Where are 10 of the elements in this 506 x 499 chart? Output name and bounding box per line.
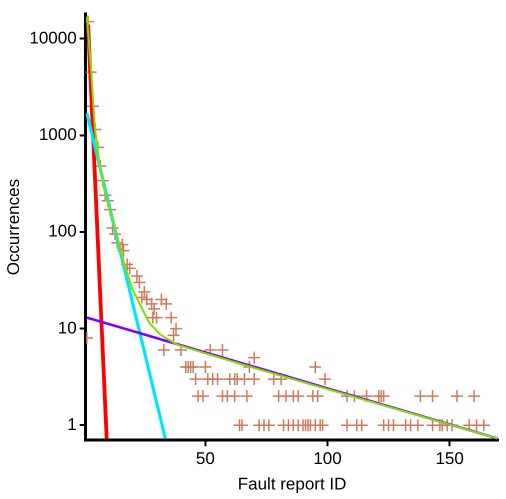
x-tick-label: 50 <box>196 449 215 468</box>
y-tick-label: 10000 <box>29 28 77 48</box>
y-tick-label: 100 <box>48 222 77 241</box>
y-tick-label: 1000 <box>38 124 77 144</box>
x-axis-title: Fault report ID <box>238 474 346 494</box>
y-tick-label: 10 <box>58 318 77 338</box>
x-tick-label: 100 <box>313 449 342 468</box>
y-axis-title: Occurrences <box>4 178 23 276</box>
y-tick-label: 1 <box>67 414 77 434</box>
x-tick-label: 150 <box>435 449 464 468</box>
